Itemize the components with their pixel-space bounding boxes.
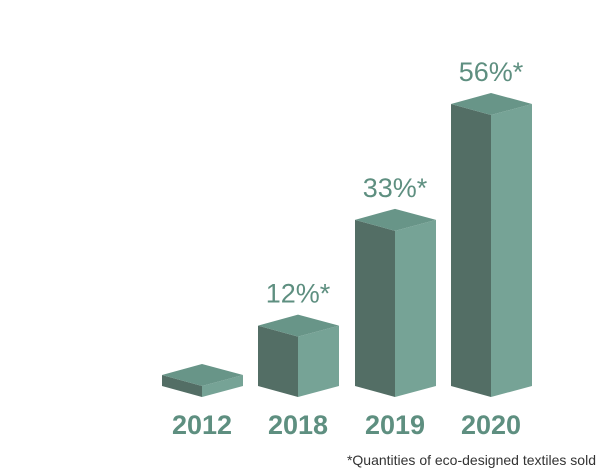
bar-top-face (258, 314, 339, 337)
bar-front-face (451, 104, 491, 397)
bar-top-face (162, 364, 243, 386)
value-label-2019: 33%* (363, 173, 428, 203)
category-label-2018: 2018 (268, 410, 328, 440)
bar-2018 (258, 314, 339, 397)
value-label-2018: 12%* (266, 279, 331, 309)
bar-top-face (355, 208, 436, 231)
bar-2019 (355, 208, 436, 397)
bars-group (162, 93, 532, 397)
category-label-2019: 2019 (365, 410, 425, 440)
bar-side-face (202, 375, 243, 397)
bar-front-face (162, 375, 202, 397)
bar-side-face (298, 325, 339, 397)
bar-front-face (258, 325, 298, 397)
chart-footnote: *Quantities of eco-designed textiles sol… (346, 452, 596, 468)
category-label-2012: 2012 (172, 410, 232, 440)
bar-2012 (162, 364, 243, 397)
category-label-2020: 2020 (461, 410, 521, 440)
value-label-2020: 56%* (459, 57, 524, 87)
bar-top-face (451, 93, 532, 115)
labels-group: 2012 12%* 2018 33%* 2019 56%* 2020 (172, 57, 524, 440)
bar-side-face (491, 104, 532, 397)
bar-side-face (395, 219, 436, 397)
bar-front-face (355, 219, 395, 397)
bar-2020 (451, 93, 532, 397)
